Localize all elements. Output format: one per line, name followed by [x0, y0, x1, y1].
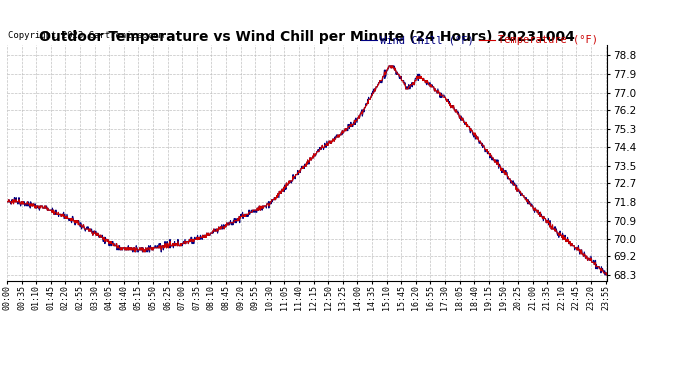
Wind Chill (°F): [601, 273, 609, 277]
Wind Chill (°F): [479, 143, 487, 148]
Wind Chill (°F): [121, 248, 130, 252]
Temperature (°F): [602, 273, 611, 277]
Wind Chill (°F): [532, 208, 540, 212]
Temperature (°F): [136, 248, 144, 252]
Temperature (°F): [121, 248, 130, 252]
Wind Chill (°F): [385, 64, 393, 68]
Line: Temperature (°F): Temperature (°F): [7, 66, 607, 275]
Temperature (°F): [603, 271, 611, 275]
Temperature (°F): [204, 233, 212, 237]
Temperature (°F): [385, 64, 393, 68]
Wind Chill (°F): [3, 200, 11, 204]
Wind Chill (°F): [136, 248, 144, 252]
Temperature (°F): [479, 143, 487, 148]
Title: Outdoor Temperature vs Wind Chill per Minute (24 Hours) 20231004: Outdoor Temperature vs Wind Chill per Mi…: [39, 30, 575, 44]
Text: Copyright 2023 Cartronics.com: Copyright 2023 Cartronics.com: [8, 31, 164, 40]
Temperature (°F): [3, 200, 11, 204]
Line: Wind Chill (°F): Wind Chill (°F): [7, 66, 607, 275]
Wind Chill (°F): [204, 233, 212, 237]
Temperature (°F): [532, 208, 540, 212]
Wind Chill (°F): [603, 271, 611, 275]
Legend: Wind Chill (°F), Temperature (°F): Wind Chill (°F), Temperature (°F): [357, 31, 602, 50]
Wind Chill (°F): [401, 80, 409, 85]
Temperature (°F): [401, 82, 409, 87]
